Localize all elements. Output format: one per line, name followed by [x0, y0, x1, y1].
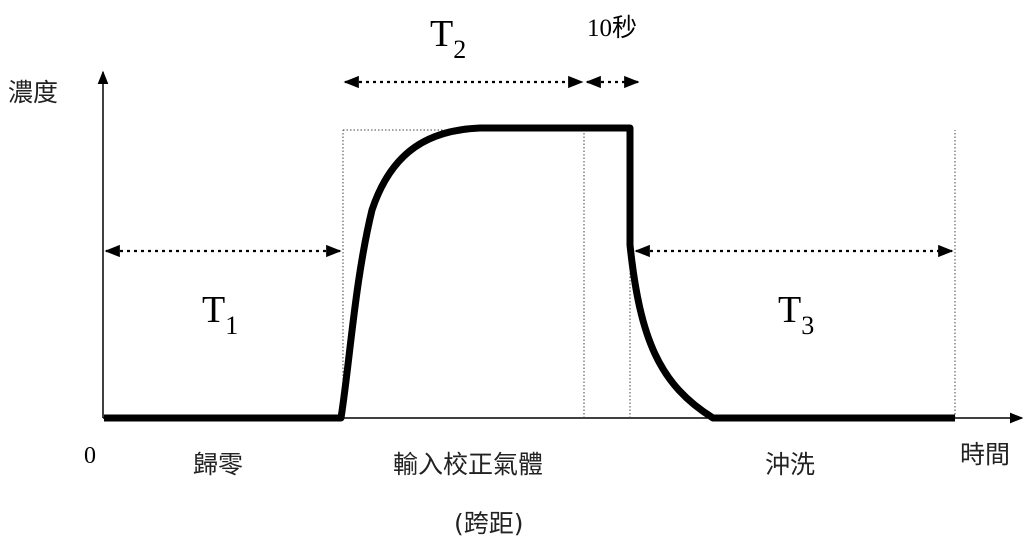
origin-label: 0	[84, 443, 96, 469]
purge-phase-label: 沖洗	[765, 450, 815, 479]
t2-label: T2	[430, 13, 466, 64]
calibration-phase-label: 輸入校正氣體	[393, 450, 543, 479]
y-axis-label: 濃度	[8, 78, 58, 107]
guide-lines	[342, 129, 956, 418]
concentration-curve	[104, 124, 955, 422]
zero-phase-label: 歸零	[193, 450, 243, 479]
t3-label: T3	[778, 289, 814, 340]
hold-time-label: 10秒	[587, 14, 637, 42]
span-label: (跨距)	[454, 509, 524, 538]
t1-label: T1	[202, 289, 238, 340]
x-axis-label: 時間	[960, 440, 1010, 469]
